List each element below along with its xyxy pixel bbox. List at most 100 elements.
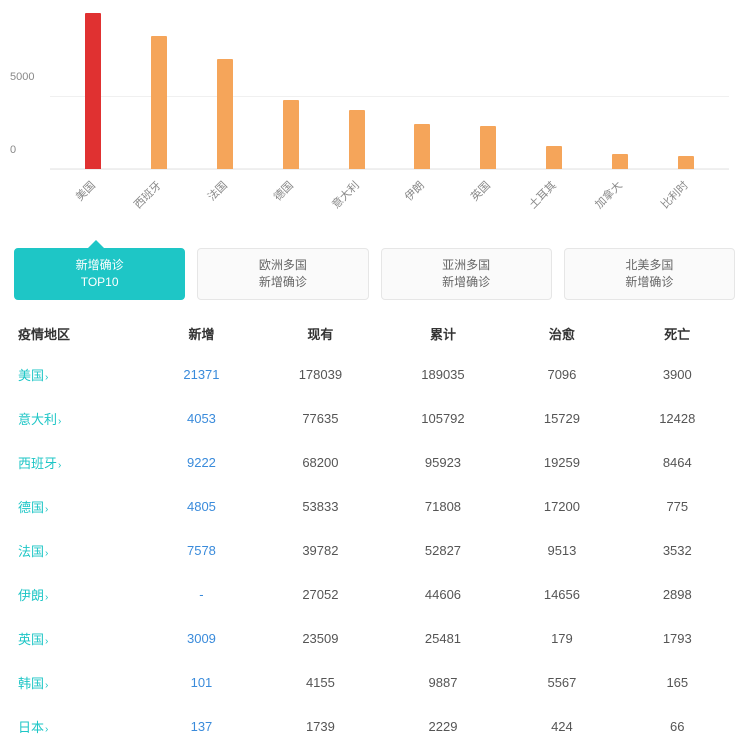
cell-region: 法国› <box>14 541 144 560</box>
table-row: 法国›7578397825282795133532 <box>0 529 749 573</box>
bar[interactable] <box>678 156 694 169</box>
tab-line1: 亚洲多国 <box>442 258 490 272</box>
table-row: 英国›300923509254811791793 <box>0 617 749 661</box>
cell-death: 2898 <box>620 587 735 602</box>
column-header-current: 现有 <box>259 324 382 343</box>
cell-current: 39782 <box>259 543 382 558</box>
x-axis-label: 土耳其 <box>525 177 560 212</box>
table-row: 伊朗›-2705244606146562898 <box>0 573 749 617</box>
cell-region: 伊朗› <box>14 585 144 604</box>
bar[interactable] <box>151 36 167 169</box>
tab-line2: 新增确诊 <box>202 274 363 291</box>
tab-line2: 新增确诊 <box>386 274 547 291</box>
bar-slot: 西班牙 <box>126 10 192 169</box>
chevron-right-icon: › <box>45 636 48 647</box>
cell-healed: 14656 <box>504 587 619 602</box>
bar[interactable] <box>612 154 628 169</box>
x-axis-label: 德国 <box>269 177 296 204</box>
x-axis-label: 西班牙 <box>130 177 165 212</box>
cell-death: 3900 <box>620 367 735 382</box>
column-header-death: 死亡 <box>620 324 735 343</box>
bar[interactable] <box>283 100 299 169</box>
cell-healed: 19259 <box>504 455 619 470</box>
cell-region: 美国› <box>14 365 144 384</box>
cell-total: 9887 <box>382 675 505 690</box>
cell-death: 1793 <box>620 631 735 646</box>
cell-total: 95923 <box>382 455 505 470</box>
cell-healed: 5567 <box>504 675 619 690</box>
tab-2[interactable]: 亚洲多国新增确诊 <box>381 248 552 300</box>
region-link[interactable]: 美国› <box>18 368 48 383</box>
chevron-right-icon: › <box>45 372 48 383</box>
table-row: 韩国› 101415598875567165 <box>0 661 749 705</box>
cell-current: 53833 <box>259 499 382 514</box>
cell-region: 意大利› <box>14 409 144 428</box>
bar[interactable] <box>85 13 101 169</box>
cell-death: 165 <box>620 675 735 690</box>
bar-chart: 美国西班牙法国德国意大利伊朗英国土耳其加拿大比利时 05000 <box>0 0 749 210</box>
cell-healed: 424 <box>504 719 619 734</box>
x-axis-label: 法国 <box>204 177 231 204</box>
region-link[interactable]: 韩国› <box>18 676 48 691</box>
region-link[interactable]: 法国› <box>18 544 48 559</box>
tab-line2: TOP10 <box>19 274 180 291</box>
bar[interactable] <box>349 110 365 169</box>
bar-slot: 比利时 <box>653 10 719 169</box>
bar-slot: 伊朗 <box>390 10 456 169</box>
bar[interactable] <box>546 146 562 169</box>
cell-new: 9222 <box>144 455 259 470</box>
tab-0[interactable]: 新增确诊 TOP10 <box>14 248 185 300</box>
table-row: 德国›4805538337180817200775 <box>0 485 749 529</box>
cell-death: 66 <box>620 719 735 734</box>
y-axis-tick-label: 0 <box>10 144 16 156</box>
cell-current: 178039 <box>259 367 382 382</box>
cell-region: 英国› <box>14 629 144 648</box>
cell-new: 21371 <box>144 367 259 382</box>
cell-new: 101 <box>144 675 259 690</box>
chevron-right-icon: › <box>45 724 48 735</box>
x-axis-label: 伊朗 <box>401 177 428 204</box>
cell-healed: 9513 <box>504 543 619 558</box>
chevron-right-icon: › <box>58 416 61 427</box>
table-row: 西班牙›92226820095923192598464 <box>0 441 749 485</box>
bar-slot: 美国 <box>60 10 126 169</box>
cell-current: 68200 <box>259 455 382 470</box>
table-row: 美国›2137117803918903570963900 <box>0 353 749 397</box>
column-header-total: 累计 <box>382 324 505 343</box>
cell-new: 4053 <box>144 411 259 426</box>
cell-healed: 15729 <box>504 411 619 426</box>
region-link[interactable]: 英国› <box>18 632 48 647</box>
cell-healed: 17200 <box>504 499 619 514</box>
cell-total: 105792 <box>382 411 505 426</box>
column-header-region: 疫情地区 <box>14 324 144 343</box>
region-link[interactable]: 意大利› <box>18 412 61 427</box>
bar-slot: 意大利 <box>324 10 390 169</box>
tab-3[interactable]: 北美多国新增确诊 <box>564 248 735 300</box>
cell-region: 韩国› <box>14 673 144 692</box>
bar[interactable] <box>414 124 430 169</box>
tab-1[interactable]: 欧洲多国新增确诊 <box>197 248 368 300</box>
chevron-right-icon: › <box>45 548 48 559</box>
region-link[interactable]: 德国› <box>18 500 48 515</box>
table-row: 意大利›4053776351057921572912428 <box>0 397 749 441</box>
cell-region: 西班牙› <box>14 453 144 472</box>
x-axis-label: 英国 <box>467 177 494 204</box>
chevron-right-icon: › <box>45 504 48 515</box>
cell-total: 71808 <box>382 499 505 514</box>
tab-line1: 新增确诊 <box>76 258 124 272</box>
cell-total: 2229 <box>382 719 505 734</box>
bar[interactable] <box>217 59 233 169</box>
region-link[interactable]: 伊朗› <box>18 588 48 603</box>
cell-current: 27052 <box>259 587 382 602</box>
cell-current: 4155 <box>259 675 382 690</box>
x-axis-label: 美国 <box>72 177 99 204</box>
column-header-healed: 治愈 <box>504 324 619 343</box>
cell-total: 52827 <box>382 543 505 558</box>
bar[interactable] <box>480 126 496 169</box>
data-table: 疫情地区新增现有累计治愈死亡 美国›2137117803918903570963… <box>0 320 749 749</box>
table-header-row: 疫情地区新增现有累计治愈死亡 <box>0 320 749 353</box>
region-link[interactable]: 西班牙› <box>18 456 61 471</box>
region-link[interactable]: 日本› <box>18 720 48 735</box>
cell-new: 7578 <box>144 543 259 558</box>
chart-plot: 美国西班牙法国德国意大利伊朗英国土耳其加拿大比利时 <box>50 10 729 170</box>
